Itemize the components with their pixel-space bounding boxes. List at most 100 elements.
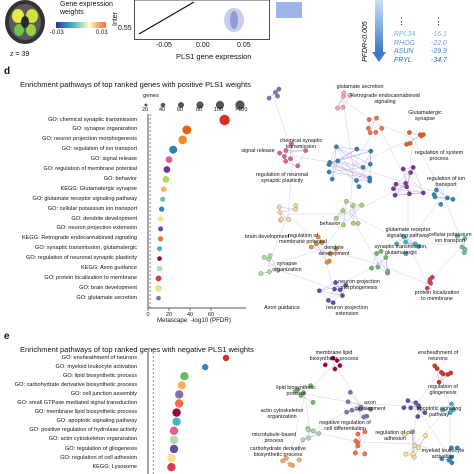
network-node-label: chemical synaptic transmission	[279, 138, 323, 150]
network-node	[355, 221, 361, 226]
scatter-ylabel: Inter	[112, 11, 119, 26]
network-node	[341, 90, 347, 96]
network-node	[462, 247, 468, 252]
network-node-label: apoptotic signaling pathway	[416, 406, 462, 418]
network-node	[439, 456, 445, 462]
gene-ellipsis-right: ⋮	[434, 16, 443, 26]
network-node-label: synapse organization	[272, 261, 302, 273]
term-label: GO: carbohydrate derivative biosynthetic…	[14, 381, 137, 388]
network-node-label: regulation of cell adhesion	[375, 430, 415, 442]
network-node	[261, 254, 267, 260]
network-node	[361, 414, 367, 420]
network-node-label: brain development	[244, 234, 290, 240]
term-label: GO: glutamate secretion	[76, 294, 137, 301]
network-node-label: carbohydrate derivative biosynthetic pro…	[249, 446, 307, 458]
network-node	[306, 435, 311, 441]
network-node	[438, 369, 444, 375]
network-node	[283, 148, 289, 153]
network-node	[391, 186, 396, 192]
network-node	[288, 156, 293, 162]
network-node-label: glutamate secretion	[336, 84, 384, 90]
network-node	[378, 248, 384, 254]
network-node	[403, 239, 408, 245]
network-node-label: synaptic transmission, glutamatergic	[374, 244, 428, 256]
dot-mark	[160, 186, 167, 193]
network-node	[315, 234, 321, 240]
scatter-plot	[134, 0, 270, 40]
panel-d-dot-plot: 0 20 40 60	[146, 114, 246, 318]
network-node	[424, 285, 430, 291]
pfdr-arrow	[372, 0, 386, 62]
network-node	[373, 130, 379, 135]
dot-mark	[165, 156, 173, 163]
dot-mark	[172, 417, 181, 426]
dot-mark	[169, 444, 179, 454]
network-node	[322, 362, 328, 368]
network-node	[343, 282, 349, 288]
term-label: GO: glutamate receptor signaling pathway	[32, 195, 137, 202]
network-node	[350, 220, 356, 226]
network-node-label: neuron projection extension	[326, 305, 368, 317]
term-label: GO: actin cytoskeleton organization	[48, 436, 137, 443]
term-label: GO: synapse organization	[72, 126, 137, 133]
network-node	[404, 141, 409, 147]
network-node	[427, 277, 433, 282]
term-label: GO: ensheathment of neurons	[61, 354, 137, 361]
gene-weight-colorbar	[56, 22, 106, 28]
network-node	[293, 203, 299, 208]
gene-row: ASUN -29.9	[394, 48, 447, 55]
network-node	[410, 451, 416, 457]
network-node	[451, 407, 456, 413]
network-node	[326, 298, 331, 303]
network-node	[438, 202, 444, 207]
network-node	[368, 406, 373, 412]
term-label: GO: regulation of neuronal synaptic plas…	[25, 255, 137, 262]
term-label: GO: positive regulation of hydrolase act…	[29, 427, 137, 434]
x-tick-label: 0	[146, 312, 149, 318]
scatter-xtick-2: 0.05	[237, 42, 251, 49]
network-node	[333, 144, 339, 150]
network-node	[273, 89, 278, 95]
term-label: GO: myeloid leukocyte activation	[55, 363, 137, 370]
panel-d-letter: d	[4, 66, 11, 77]
network-node	[455, 233, 460, 239]
network-node	[313, 241, 319, 247]
network-node	[440, 407, 445, 413]
network-node	[293, 206, 298, 212]
network-node	[367, 130, 373, 136]
dot-mark	[182, 125, 192, 135]
network-node	[267, 253, 273, 259]
network-node	[436, 379, 442, 385]
dot-mark	[160, 196, 166, 202]
network-node	[374, 251, 379, 256]
pfdr-label: PFDR<0.005	[362, 21, 369, 62]
network-node	[344, 409, 350, 415]
network-node	[356, 184, 362, 190]
network-node	[434, 366, 440, 371]
network-node	[462, 236, 468, 241]
panel-d-xlabel-prefix: Metascape	[157, 317, 188, 324]
x-tick-label: 60	[208, 312, 214, 318]
network-node-label: membrane lipid biosynthetic process	[309, 350, 359, 362]
panel-d-xlabel: -log10 (PFDR)	[191, 317, 231, 324]
network-node	[406, 191, 412, 197]
network-node	[354, 146, 360, 152]
network-node	[401, 405, 407, 411]
network-node	[362, 451, 368, 457]
network-node	[402, 432, 408, 438]
network-node	[410, 165, 416, 170]
panel-e-letter: e	[4, 331, 10, 342]
scatter-xtick-0: -0.05	[156, 42, 172, 49]
network-node	[401, 234, 407, 240]
network-node	[385, 268, 391, 274]
network-node	[333, 280, 338, 285]
network-node	[277, 210, 283, 215]
network-node	[403, 251, 409, 257]
term-label: KEGG: Retrograde endocannabinoid signali…	[21, 235, 137, 242]
network-node-label: regulation of system process	[414, 150, 464, 162]
scatter-density-bar	[276, 2, 302, 18]
network-node	[329, 176, 335, 182]
network-node	[420, 190, 426, 196]
dot-mark	[180, 372, 189, 381]
network-node	[324, 259, 330, 265]
